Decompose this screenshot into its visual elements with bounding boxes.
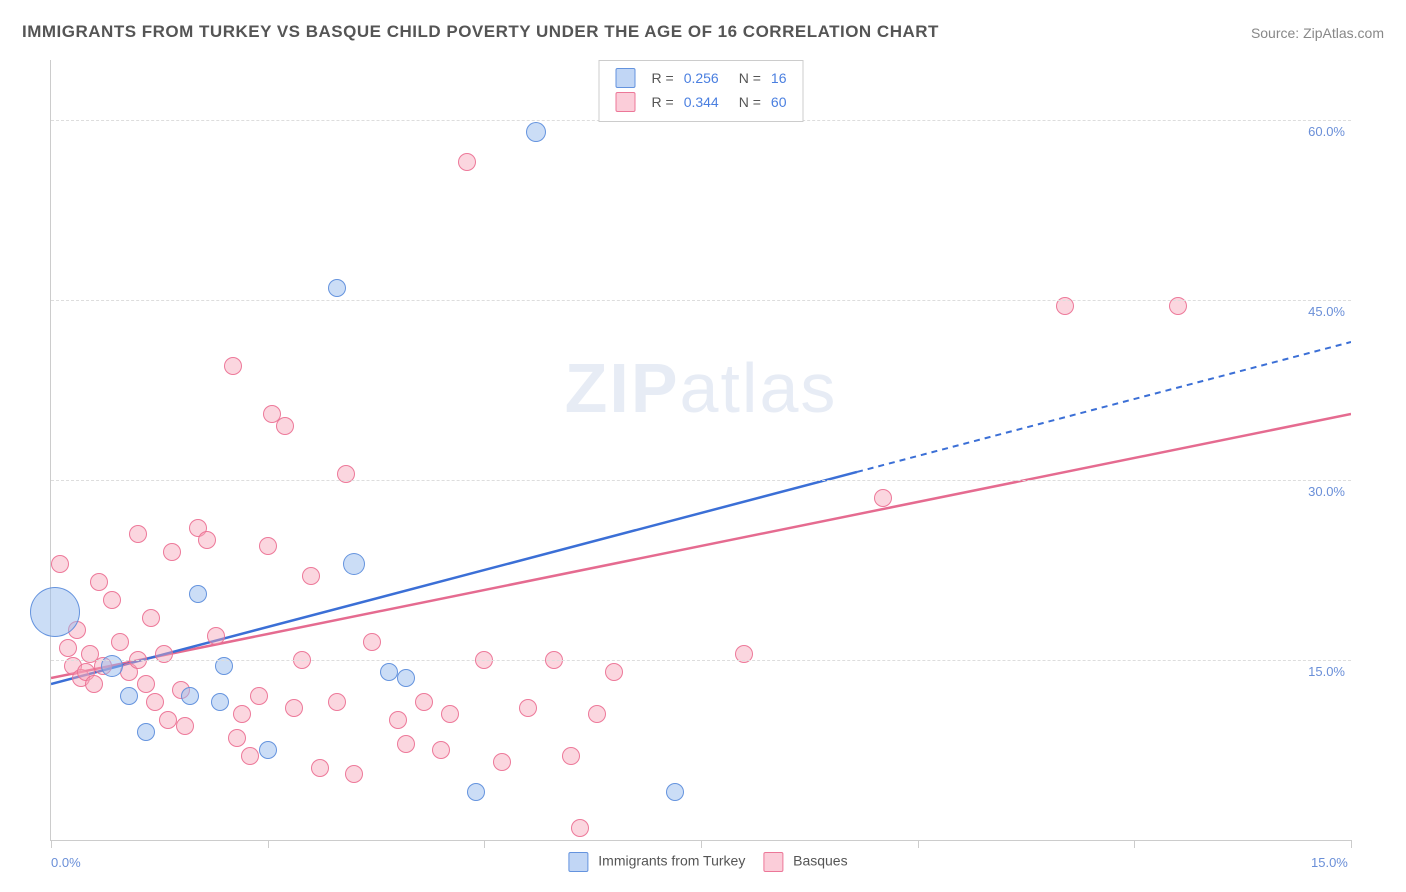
data-point-blue — [343, 553, 365, 575]
data-point-blue — [181, 687, 199, 705]
trend-lines-layer — [51, 60, 1351, 840]
data-point-pink — [259, 537, 277, 555]
r-value-pink: 0.344 — [680, 91, 723, 113]
x-tick — [1134, 840, 1135, 848]
x-tick — [1351, 840, 1352, 848]
legend-row-blue: R =0.256 N =16 — [612, 67, 791, 89]
n-value-blue: 16 — [767, 67, 791, 89]
data-point-blue — [30, 587, 80, 637]
data-point-pink — [389, 711, 407, 729]
x-tick — [701, 840, 702, 848]
data-point-pink — [51, 555, 69, 573]
swatch-pink-icon — [616, 92, 636, 112]
data-point-pink — [285, 699, 303, 717]
data-point-blue — [380, 663, 398, 681]
data-point-pink — [59, 639, 77, 657]
legend-label-blue: Immigrants from Turkey — [598, 853, 745, 869]
data-point-pink — [142, 609, 160, 627]
data-point-pink — [85, 675, 103, 693]
data-point-pink — [198, 531, 216, 549]
data-point-blue — [666, 783, 684, 801]
data-point-pink — [224, 357, 242, 375]
data-point-pink — [493, 753, 511, 771]
data-point-pink — [176, 717, 194, 735]
watermark: ZIPatlas — [565, 348, 838, 428]
data-point-pink — [562, 747, 580, 765]
data-point-pink — [571, 819, 589, 837]
chart-plot-area: ZIPatlas R =0.256 N =16 R =0.344 N =60 I… — [50, 60, 1351, 841]
y-tick-label: 60.0% — [1308, 124, 1345, 139]
data-point-pink — [588, 705, 606, 723]
y-tick-label: 30.0% — [1308, 484, 1345, 499]
legend-row-pink: R =0.344 N =60 — [612, 91, 791, 113]
gridline — [51, 300, 1351, 301]
legend-correlation-box: R =0.256 N =16 R =0.344 N =60 — [599, 60, 804, 122]
y-tick-label: 45.0% — [1308, 304, 1345, 319]
data-point-blue — [259, 741, 277, 759]
data-point-blue — [189, 585, 207, 603]
r-value-blue: 0.256 — [680, 67, 723, 89]
data-point-pink — [163, 543, 181, 561]
gridline — [51, 480, 1351, 481]
x-tick-label: 0.0% — [51, 855, 81, 870]
data-point-pink — [432, 741, 450, 759]
data-point-pink — [345, 765, 363, 783]
legend-label-pink: Basques — [793, 853, 847, 869]
chart-title: IMMIGRANTS FROM TURKEY VS BASQUE CHILD P… — [22, 22, 939, 42]
data-point-blue — [137, 723, 155, 741]
x-tick — [918, 840, 919, 848]
data-point-pink — [159, 711, 177, 729]
data-point-pink — [146, 693, 164, 711]
legend-series: Immigrants from Turkey Basques — [554, 852, 847, 872]
gridline — [51, 660, 1351, 661]
data-point-pink — [233, 705, 251, 723]
data-point-blue — [101, 655, 123, 677]
data-point-pink — [363, 633, 381, 651]
x-tick — [268, 840, 269, 848]
x-tick-label: 15.0% — [1311, 855, 1348, 870]
data-point-pink — [302, 567, 320, 585]
data-point-blue — [467, 783, 485, 801]
y-axis-title: Child Poverty Under the Age of 16 — [12, 0, 32, 60]
data-point-pink — [441, 705, 459, 723]
swatch-blue-icon — [568, 852, 588, 872]
data-point-blue — [397, 669, 415, 687]
data-point-pink — [228, 729, 246, 747]
data-point-pink — [874, 489, 892, 507]
data-point-pink — [207, 627, 225, 645]
data-point-pink — [90, 573, 108, 591]
n-value-pink: 60 — [767, 91, 791, 113]
data-point-blue — [211, 693, 229, 711]
data-point-blue — [120, 687, 138, 705]
data-point-pink — [241, 747, 259, 765]
data-point-pink — [415, 693, 433, 711]
source-attribution: Source: ZipAtlas.com — [1251, 25, 1384, 41]
data-point-pink — [311, 759, 329, 777]
data-point-pink — [328, 693, 346, 711]
data-point-pink — [137, 675, 155, 693]
swatch-pink-icon — [763, 852, 783, 872]
x-tick — [484, 840, 485, 848]
data-point-blue — [328, 279, 346, 297]
data-point-pink — [276, 417, 294, 435]
y-tick-label: 15.0% — [1308, 664, 1345, 679]
data-point-pink — [397, 735, 415, 753]
data-point-pink — [103, 591, 121, 609]
x-tick — [51, 840, 52, 848]
data-point-pink — [250, 687, 268, 705]
data-point-pink — [458, 153, 476, 171]
data-point-blue — [526, 122, 546, 142]
data-point-pink — [129, 525, 147, 543]
data-point-pink — [519, 699, 537, 717]
swatch-blue-icon — [616, 68, 636, 88]
data-point-pink — [605, 663, 623, 681]
data-point-pink — [111, 633, 129, 651]
